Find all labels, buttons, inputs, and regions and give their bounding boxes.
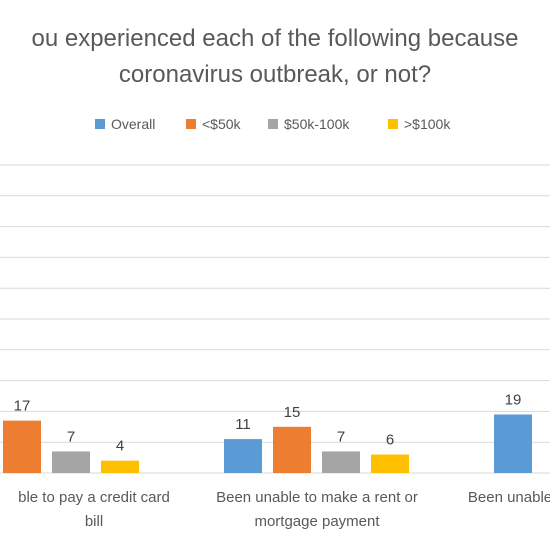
legend-swatch-over-100k bbox=[388, 119, 398, 129]
category-label-rent-mortgage-line-1: Been unable to make a rent or bbox=[216, 489, 418, 506]
bar-overall-cat-3 bbox=[494, 414, 532, 473]
legend: Overall <$50k $50k-100k >$100k bbox=[0, 116, 550, 136]
bar-overall-cat-2 bbox=[224, 439, 262, 473]
data-label-overall-cat-2: 11 bbox=[235, 416, 251, 433]
data-label-under-50k-cat-2: 15 bbox=[284, 404, 301, 421]
category-label-rent-mortgage: Been unable to make a rent or mortgage p… bbox=[177, 486, 457, 534]
data-label-50k-100k-cat-1: 7 bbox=[67, 428, 75, 445]
legend-swatch-overall bbox=[95, 119, 105, 129]
bar-50k-100k-cat-1 bbox=[52, 451, 90, 473]
bar-50k-100k-cat-2 bbox=[322, 451, 360, 473]
data-label-over-100k-cat-1: 4 bbox=[116, 438, 124, 455]
data-label-over-100k-cat-2: 6 bbox=[386, 432, 394, 449]
chart-title-line-2: coronavirus outbreak, or not? bbox=[118, 61, 432, 88]
category-label-third-line-1: Been unable bbox=[467, 489, 550, 506]
legend-item-over-100k: >$100k bbox=[388, 116, 450, 132]
legend-swatch-under-50k bbox=[186, 119, 196, 129]
data-label-under-50k-cat-1: 17 bbox=[14, 398, 31, 415]
chart-title-line-1: ou experienced each of the following bec… bbox=[31, 25, 519, 52]
bar-under-50k-cat-2 bbox=[273, 426, 311, 473]
category-label-third: Been unable bbox=[370, 486, 550, 510]
category-label-credit-card-line-1: ble to pay a credit card bbox=[18, 489, 170, 506]
bar-over-100k-cat-1 bbox=[101, 460, 139, 473]
legend-item-overall: Overall bbox=[95, 116, 155, 132]
legend-label-under-50k: <$50k bbox=[202, 116, 241, 132]
bar-over-100k-cat-2 bbox=[371, 454, 409, 473]
legend-item-under-50k: <$50k bbox=[186, 116, 241, 132]
data-label-overall-cat-3: 19 bbox=[505, 391, 522, 408]
legend-label-overall: Overall bbox=[111, 116, 156, 132]
category-label-credit-card: ble to pay a credit card bill bbox=[0, 486, 234, 534]
legend-label-50k-100k: $50k-100k bbox=[284, 116, 350, 132]
legend-swatch-50k-100k bbox=[268, 119, 278, 129]
data-label-50k-100k-cat-2: 7 bbox=[337, 428, 345, 445]
legend-item-50k-100k: $50k-100k bbox=[268, 116, 349, 132]
legend-label-over-100k: >$100k bbox=[404, 116, 451, 132]
category-label-credit-card-line-2: bill bbox=[84, 513, 104, 530]
bar-under-50k-cat-1 bbox=[3, 420, 41, 473]
category-label-rent-mortgage-line-2: mortgage payment bbox=[254, 513, 380, 530]
